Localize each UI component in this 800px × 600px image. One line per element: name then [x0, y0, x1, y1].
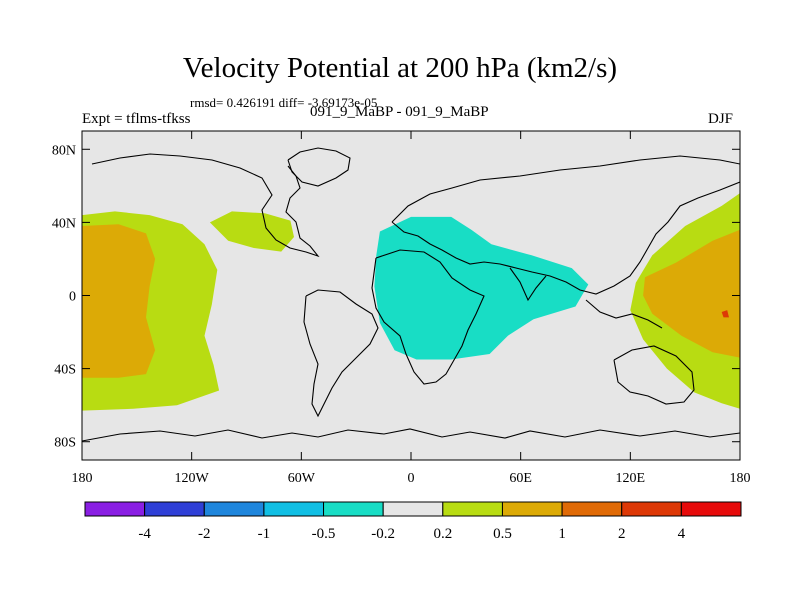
experiment-label: Expt = tflms-tfkss: [82, 111, 191, 127]
coastline-eurasia: [391, 155, 740, 295]
season-label: DJF: [708, 111, 734, 127]
colorbar-swatch: [621, 501, 682, 517]
x-tick-label: 60W: [288, 471, 316, 486]
case-names: 091_9_MaBP - 091_9_MaBP: [310, 104, 489, 120]
chart-title: Velocity Potential at 200 hPa (km2/s): [182, 52, 618, 84]
colorbar-label: 0.2: [433, 526, 452, 542]
colorbar-label: -4: [138, 526, 151, 542]
x-tick-label: 180: [72, 471, 93, 486]
colorbar-label: 2: [618, 526, 626, 542]
coastline-greenland: [287, 147, 351, 187]
colorbar-swatch: [144, 501, 205, 517]
colorbar-swatch: [84, 501, 146, 517]
coastline-north-america: [91, 153, 320, 258]
colorbar-label: 0.5: [493, 526, 512, 542]
region-west-pacific-positive-inner: [82, 224, 156, 378]
region-atlantic-positive-small: [209, 211, 294, 252]
stats-line: rmsd= 0.426191 diff= -3.69173e-05: [190, 95, 378, 110]
region-pacific-east-positive-spot: [721, 310, 729, 318]
coastline-australia: [613, 345, 695, 405]
colorbar-label: 4: [678, 526, 686, 542]
y-tick-label: 0: [69, 290, 76, 305]
colorbar-swatch: [680, 501, 742, 517]
colorbar-label: 1: [558, 526, 566, 542]
colorbar-label: -2: [198, 526, 211, 542]
y-tick-label: 40S: [54, 363, 76, 378]
colorbar-swatch: [203, 501, 265, 517]
y-tick-label: 80S: [54, 436, 76, 451]
colorbar-swatch: [323, 501, 384, 517]
colorbar-swatch: [263, 501, 325, 517]
coastline-africa: [371, 249, 485, 385]
coastline-india: [509, 267, 547, 302]
region-africa-indian-negative-inner: [374, 216, 589, 360]
y-tick-label: 80N: [52, 143, 76, 158]
colorbar-swatch: [382, 501, 444, 517]
colorbar-swatch: [501, 501, 563, 517]
x-tick-label: 120W: [175, 471, 210, 486]
y-tick-label: 40N: [52, 216, 76, 231]
colorbar-label: -0.5: [312, 526, 336, 542]
x-tick-label: 120E: [616, 471, 646, 486]
region-pacific-east-positive-inner: [643, 229, 740, 358]
coastline-southeast-asia: [585, 299, 663, 329]
colorbar-swatch: [561, 501, 623, 517]
colorbar-swatch: [442, 501, 503, 517]
coastline-antarctica: [82, 428, 740, 442]
x-tick-label: 60E: [509, 471, 532, 486]
colorbar-label: -0.2: [371, 526, 395, 542]
colorbar-label: -1: [258, 526, 271, 542]
x-tick-label: 0: [408, 471, 415, 486]
x-tick-label: 180: [730, 471, 751, 486]
coastline-south-america: [303, 289, 379, 418]
